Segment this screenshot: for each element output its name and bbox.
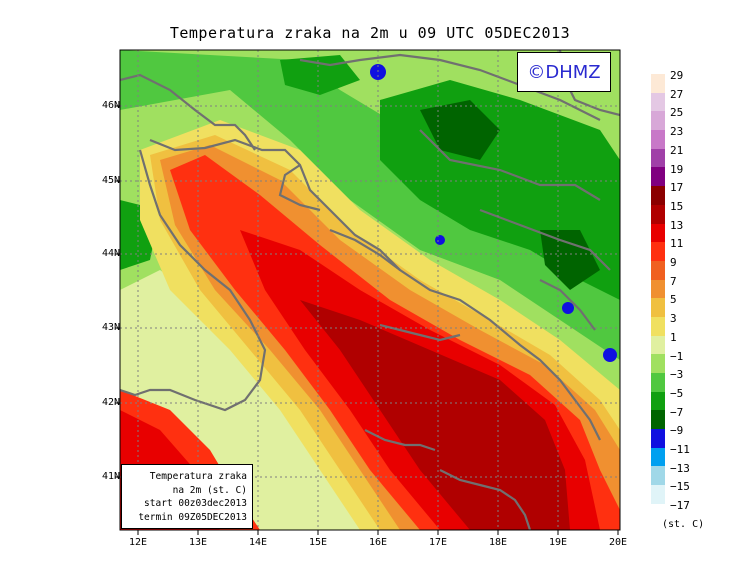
copyright-box: ©DHMZ [517,52,611,92]
legend-swatch [651,148,665,168]
legend-swatch [651,466,665,486]
lon-label-12e: 12E [128,537,148,548]
lon-label-18e: 18E [488,537,508,548]
legend-label: −11 [670,443,690,456]
lon-label-20e: 20E [608,537,628,548]
legend-swatch [651,485,665,504]
map-frame [119,49,621,531]
legend-label: 1 [670,330,677,344]
legend-swatch [651,111,665,131]
legend-swatch [651,130,665,149]
legend-label: 13 [670,218,684,232]
legend-label: −7 [670,405,684,419]
legend-label: 23 [670,125,684,139]
lat-label-44n: 44N [101,248,120,259]
legend-swatch [651,410,665,430]
legend-label: 11 [670,237,684,251]
legend-swatch [651,503,665,523]
legend-label: 29 [670,69,684,82]
info-line-2: na 2m (st. C) [172,484,247,496]
legend-label: −9 [670,424,684,438]
lon-label-19e: 19E [548,537,568,548]
warmest-sea [300,300,570,530]
info-line-4: termin 09Z05DEC2013 [138,511,247,523]
legend-label: −1 [670,349,684,363]
legend-swatch [651,298,665,317]
legend-swatch [651,354,665,373]
legend-swatch [651,429,665,448]
color-legend [651,74,665,523]
lon-label-16e: 16E [368,537,388,548]
legend-label: 27 [670,87,684,101]
legend-label: −5 [670,386,684,400]
lon-label-13e: 13E [188,537,208,548]
legend-label: 21 [670,143,684,157]
info-line-3: start 00z03dec2013 [144,498,247,509]
legend-swatch [651,316,665,336]
legend-swatch [651,186,665,205]
legend-unit: (st. C) [662,519,705,530]
legend-swatch [651,260,665,280]
info-box: Temperatura zraka na 2m (st. C) start 00… [121,464,253,529]
lat-label-42n: 42N [101,397,120,408]
info-line-1: Temperatura zraka [149,471,247,482]
legend-swatch [651,279,665,299]
lon-label-17e: 17E [428,537,448,548]
legend-label: 3 [670,312,677,326]
legend-swatch [651,447,665,467]
lon-label-14e: 14E [248,537,268,548]
lat-label-41n: 41N [101,471,120,482]
legend-label: 15 [670,199,684,213]
legend-swatch [651,92,665,112]
legend-label: 9 [670,256,677,269]
legend-swatch [651,204,665,224]
legend-swatch [651,74,665,93]
legend-swatch [651,335,665,355]
lat-label-43n: 43N [101,322,120,333]
lat-label-45n: 45N [101,175,120,186]
legend-label: −13 [670,461,690,475]
legend-label: 19 [670,162,684,176]
legend-swatch [651,391,665,411]
light-green-band [120,50,620,210]
map-title: Temperatura zraka na 2m u 09 UTC 05DEC20… [169,24,571,42]
legend-swatch [651,167,665,187]
legend-label: 25 [670,106,684,120]
legend-swatch [651,223,665,243]
lat-label-46n: 46N [101,100,120,111]
legend-label: 7 [670,274,677,288]
legend-label: −3 [670,368,684,382]
legend-label: 5 [670,293,677,307]
legend-swatch [651,242,665,261]
axis-ticks [115,105,619,535]
graticule [120,50,620,530]
legend-label: 17 [670,181,684,195]
legend-swatch [651,373,665,392]
legend-label: −15 [670,480,690,494]
legend-label: −17 [670,499,690,513]
lon-label-15e: 15E [308,537,328,548]
